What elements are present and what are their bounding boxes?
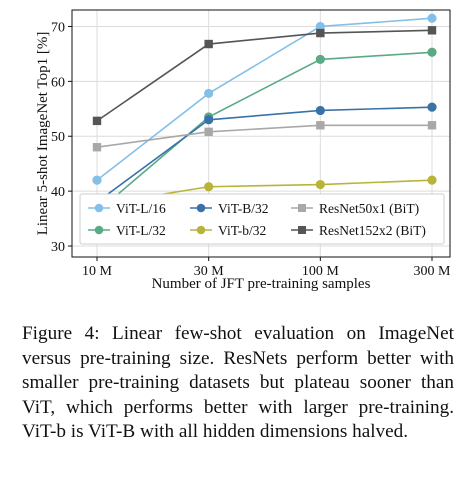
data-point (204, 88, 214, 99)
legend-swatch-marker (298, 226, 306, 234)
figure-caption: Figure 4: Linear few-shot evaluation on … (22, 323, 454, 442)
legend-box (79, 193, 445, 245)
data-point (92, 143, 102, 152)
data-point (427, 26, 437, 35)
legend-swatch-marker (94, 225, 104, 235)
y-tick-label: 70 (51, 20, 65, 35)
legend-swatch-marker (298, 204, 306, 212)
series-line (96, 51, 433, 213)
data-point (92, 116, 102, 126)
legend-swatch-marker (196, 203, 206, 213)
series-lines (92, 13, 437, 217)
y-tick-label: 50 (51, 130, 65, 145)
y-axis-label: Linear 5-shot ImageNet Top1 [%] (35, 32, 51, 236)
data-point (315, 54, 325, 64)
data-point (316, 121, 325, 130)
y-tick-label: 40 (51, 185, 65, 200)
series-line (96, 124, 432, 149)
data-point (204, 115, 214, 125)
series-line (96, 106, 433, 203)
data-point (315, 21, 325, 32)
data-point (427, 102, 437, 112)
legend-label: ViT-b/32 (218, 223, 266, 238)
data-point (315, 179, 325, 190)
legend-label: ResNet50x1 (BiT) (319, 201, 419, 216)
data-point (427, 47, 437, 57)
y-tick-label: 30 (51, 240, 65, 255)
series-line (96, 17, 433, 181)
data-point (427, 121, 437, 130)
legend-label: ResNet152x2 (BiT) (319, 223, 426, 238)
data-point (316, 28, 325, 38)
grid (72, 10, 450, 257)
data-point (204, 127, 213, 137)
legend: ViT-L/16 ViT-B/32 ResNet50x1 (BiT) ViT-L/32… (79, 193, 445, 245)
legend-swatch-marker (94, 203, 104, 213)
x-tick-label: 10 M (82, 264, 113, 279)
axis-ticks: 30 40 50 60 70 10 M 30 M 100 M 300 M (51, 20, 451, 279)
y-tick-label: 60 (51, 75, 65, 90)
data-point (92, 175, 102, 185)
x-tick-label: 30 M (194, 264, 225, 279)
legend-label: ViT-L/32 (116, 223, 166, 238)
data-point (427, 13, 437, 23)
legend-swatch-marker (196, 225, 206, 235)
series-line (96, 29, 433, 122)
legend-label: ViT-B/32 (218, 201, 268, 216)
x-tick-label: 100 M (302, 264, 340, 279)
plot-frame (71, 9, 451, 258)
data-point (204, 39, 213, 49)
data-point (427, 175, 437, 185)
data-point (315, 105, 325, 116)
x-tick-label: 300 M (414, 264, 452, 279)
legend-label: ViT-L/16 (116, 201, 166, 216)
data-point (204, 182, 214, 192)
x-axis-label: Number of JFT pre-training samples (152, 276, 371, 292)
